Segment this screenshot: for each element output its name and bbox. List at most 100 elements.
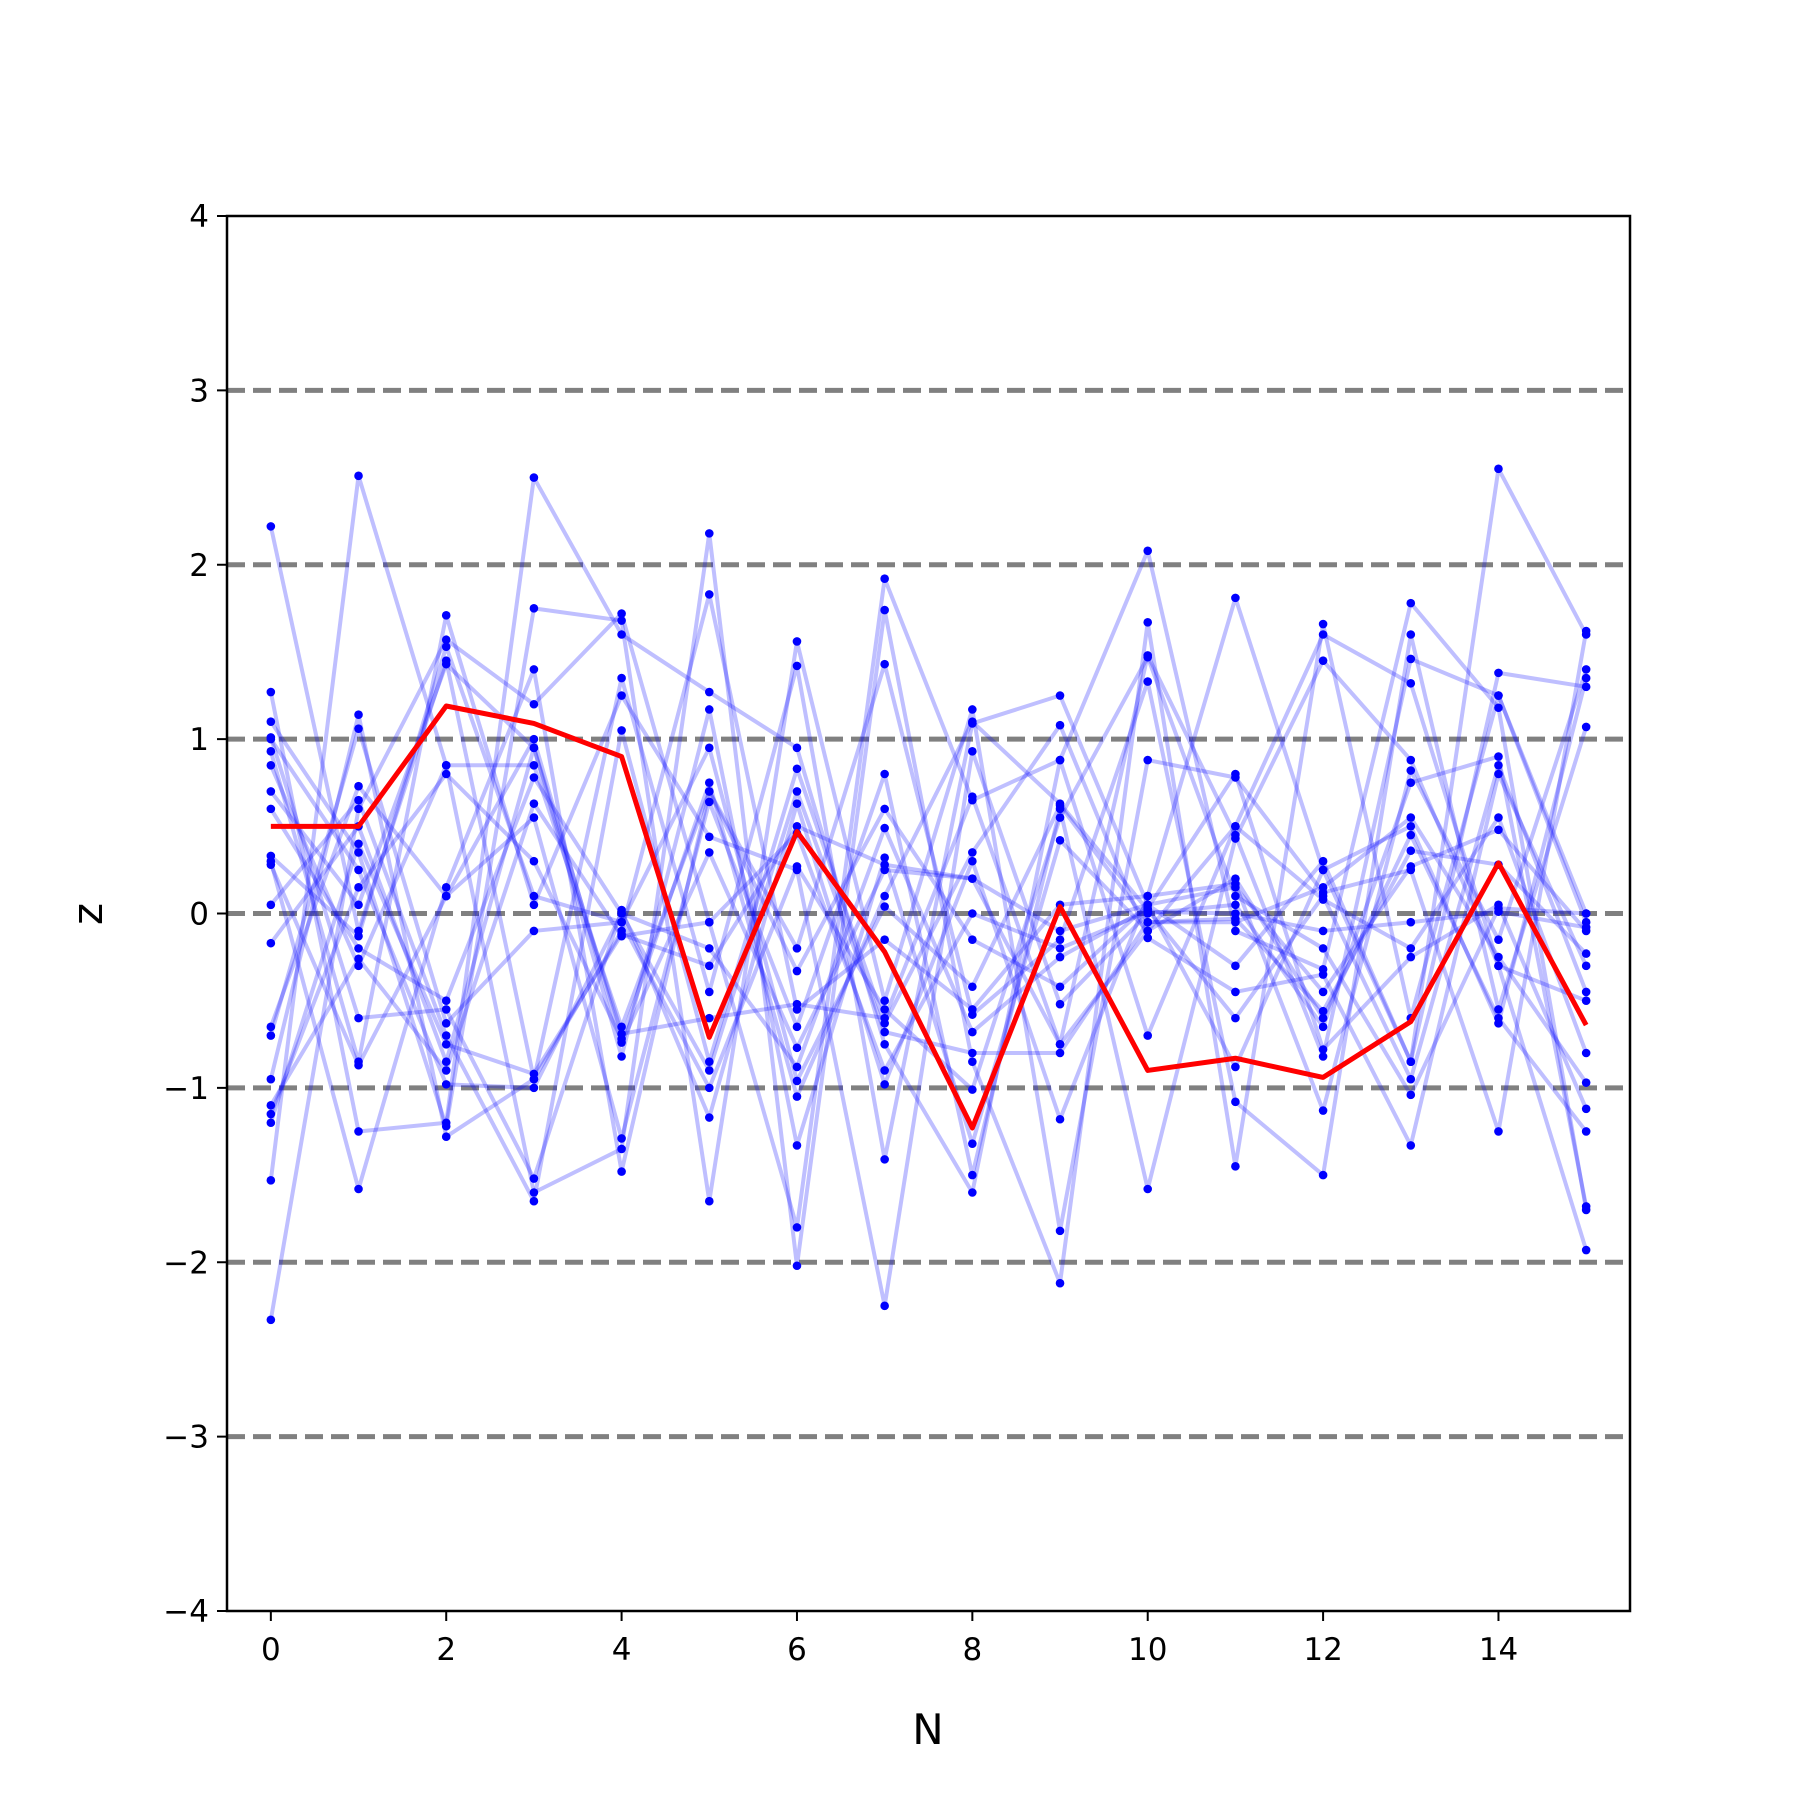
data-point (529, 799, 539, 808)
y-tick-label: 0 (189, 897, 209, 933)
data-point (354, 804, 363, 814)
data-point (704, 1196, 714, 1206)
data-point (704, 1057, 714, 1067)
data-point (1494, 760, 1503, 770)
x-tick-label: 4 (612, 1632, 632, 1668)
data-point (968, 717, 977, 726)
data-point (1055, 926, 1065, 936)
data-point (1055, 813, 1065, 822)
data-point (968, 935, 977, 944)
data-point (441, 642, 451, 652)
data-point (1494, 668, 1503, 678)
data-point (1494, 703, 1503, 713)
data-point (529, 926, 539, 936)
data-point (1231, 1062, 1240, 1072)
data-point (880, 574, 889, 583)
series-line (269, 606, 1589, 1233)
data-point (354, 1184, 363, 1194)
data-point (1318, 865, 1328, 875)
data-point (1318, 926, 1328, 936)
data-point (266, 734, 276, 744)
data-point (1406, 766, 1416, 775)
data-point (529, 1069, 539, 1079)
data-point (968, 1027, 977, 1037)
data-point (1231, 1162, 1240, 1171)
data-point (1494, 825, 1503, 835)
data-point (1143, 617, 1153, 627)
data-point (354, 900, 363, 910)
data-point (266, 760, 276, 770)
data-point (617, 1029, 626, 1039)
data-point (354, 865, 363, 875)
data-point (1055, 1278, 1065, 1288)
data-point (529, 699, 539, 709)
data-point (1231, 593, 1240, 603)
data-point (354, 724, 363, 733)
data-point (1055, 691, 1065, 700)
data-point (1318, 1170, 1328, 1180)
data-point (266, 1109, 276, 1119)
data-point (1406, 598, 1416, 608)
data-point (441, 883, 451, 892)
data-point (968, 856, 977, 866)
data-point (704, 944, 714, 953)
data-point (880, 860, 889, 869)
data-point (529, 1174, 539, 1183)
data-point (1143, 1031, 1153, 1040)
data-point (704, 1113, 714, 1122)
data-point (1143, 755, 1153, 765)
data-point (1494, 952, 1503, 962)
series-line (268, 719, 1589, 1115)
data-point (354, 931, 363, 941)
data-point (1231, 769, 1240, 779)
data-point (880, 891, 889, 901)
data-point (266, 1074, 276, 1084)
data-point (1318, 1106, 1328, 1115)
data-point (1406, 755, 1416, 765)
data-point (1231, 874, 1240, 883)
data-point (266, 860, 276, 869)
data-point (1494, 961, 1503, 971)
data-point (704, 787, 714, 796)
data-point (354, 781, 363, 791)
data-point (1318, 656, 1328, 665)
data-point (880, 605, 889, 615)
data-point (529, 773, 539, 782)
data-point (617, 1022, 626, 1032)
series-line (268, 824, 1588, 1124)
data-point (880, 1005, 889, 1014)
data-point (1143, 891, 1153, 901)
data-point (441, 1121, 451, 1131)
data-point (704, 961, 714, 971)
data-point (266, 851, 276, 861)
data-point (968, 982, 977, 992)
data-point (880, 1027, 889, 1037)
data-point (1055, 982, 1065, 992)
data-point (1318, 883, 1328, 892)
data-point (704, 832, 714, 842)
data-point (968, 705, 977, 714)
data-point (354, 1060, 363, 1070)
data-point (1231, 926, 1240, 936)
data-point (1406, 846, 1416, 856)
data-point (1231, 883, 1240, 892)
data-point (354, 961, 363, 971)
data-point (792, 1043, 802, 1053)
data-point (792, 743, 802, 753)
data-point (1581, 987, 1591, 997)
data-point (266, 1315, 276, 1325)
data-point (704, 687, 714, 697)
data-point (792, 799, 802, 808)
data-point (1406, 654, 1416, 664)
data-point (266, 1118, 276, 1128)
y-axis-title: z (63, 903, 112, 925)
data-point (441, 769, 451, 779)
data-point (880, 902, 889, 911)
data-point (1406, 1057, 1416, 1067)
series-line (268, 658, 1589, 1251)
series-line (269, 737, 1588, 1133)
x-axis-title: N (912, 1705, 943, 1754)
data-point (704, 1083, 714, 1093)
data-point (704, 705, 714, 714)
data-point (266, 747, 276, 756)
